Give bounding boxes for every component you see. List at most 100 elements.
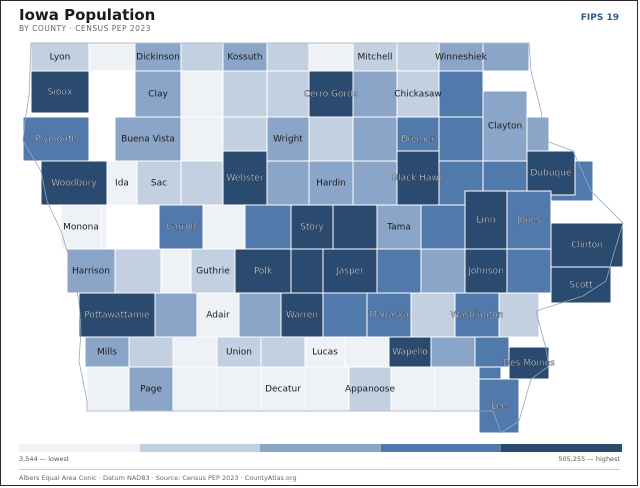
county-carroll[interactable] (158, 204, 204, 250)
county-decatur[interactable] (260, 366, 306, 412)
county-shape[interactable] (216, 366, 262, 412)
county-clayton[interactable] (482, 90, 528, 162)
county-shape[interactable] (308, 42, 354, 72)
county-shape[interactable] (128, 336, 174, 368)
county-shape[interactable] (352, 116, 398, 162)
county-shape[interactable] (266, 70, 310, 118)
county-sac[interactable] (136, 160, 182, 206)
county-label-chickasaw: Chickasaw (394, 90, 442, 100)
county-washington[interactable] (454, 292, 500, 338)
legend-bin-5 (501, 444, 622, 452)
county-warren[interactable] (280, 292, 324, 338)
county-hardin[interactable] (308, 160, 354, 206)
footer-divider (19, 469, 620, 470)
county-wapello[interactable] (388, 336, 432, 368)
county-shape[interactable] (390, 366, 436, 412)
county-mitchell[interactable] (352, 42, 398, 72)
county-woodbury[interactable] (40, 160, 108, 206)
county-clinton[interactable] (550, 222, 624, 268)
county-shape[interactable] (260, 336, 306, 368)
county-shape[interactable] (180, 116, 224, 162)
county-mahaska[interactable] (366, 292, 412, 338)
county-shape[interactable] (420, 204, 466, 250)
county-webster[interactable] (222, 150, 268, 206)
county-shape[interactable] (396, 42, 440, 72)
county-jasper[interactable] (322, 248, 378, 294)
county-shape[interactable] (202, 204, 246, 250)
county-shape[interactable] (180, 42, 224, 72)
county-shape[interactable] (430, 336, 476, 368)
county-shape[interactable] (332, 204, 378, 250)
county-sioux[interactable] (30, 70, 90, 114)
county-dickinson[interactable] (134, 42, 182, 72)
county-wright[interactable] (266, 116, 310, 162)
county-black-hawk[interactable] (396, 150, 440, 206)
county-shape[interactable] (526, 116, 550, 152)
county-shape[interactable] (410, 292, 456, 338)
county-lucas[interactable] (304, 336, 346, 368)
county-label-pottawattamie: Pottawattamie (84, 311, 150, 321)
county-label-bremer: Bremer (401, 135, 435, 145)
county-label-plymouth: Plymouth (35, 135, 77, 145)
county-page[interactable] (128, 366, 174, 412)
county-ida[interactable] (106, 160, 138, 206)
county-label-jones: Jones (516, 216, 541, 226)
county-harrison[interactable] (66, 248, 116, 294)
county-dubuque[interactable] (526, 150, 576, 196)
county-shape[interactable] (244, 204, 292, 250)
county-chickasaw[interactable] (396, 70, 440, 118)
county-shape[interactable] (376, 248, 422, 294)
county-shape[interactable] (114, 248, 162, 294)
county-shape[interactable] (304, 366, 350, 412)
county-shape[interactable] (352, 160, 398, 206)
county-shape[interactable] (308, 116, 354, 162)
county-shape[interactable] (172, 366, 218, 412)
county-cerro-gordo[interactable] (308, 70, 354, 118)
county-label-polk: Polk (254, 267, 273, 277)
county-shape[interactable] (266, 42, 310, 72)
county-buena-vista[interactable] (114, 116, 182, 162)
county-johnson[interactable] (464, 248, 508, 294)
county-pottawattamie[interactable] (78, 292, 156, 338)
county-union[interactable] (216, 336, 262, 368)
county-label-linn: Linn (477, 216, 496, 226)
legend-bin-4 (380, 444, 502, 452)
map-title: Iowa Population (19, 6, 156, 24)
county-label-jasper: Jasper (335, 267, 364, 277)
county-shape[interactable] (222, 70, 268, 118)
county-shape[interactable] (86, 366, 132, 412)
county-shape[interactable] (438, 70, 484, 118)
county-tama[interactable] (376, 204, 422, 250)
county-shape[interactable] (180, 160, 224, 206)
county-shape[interactable] (322, 292, 368, 338)
county-shape[interactable] (352, 70, 398, 118)
county-shape[interactable] (180, 70, 224, 118)
county-label-wright: Wright (273, 135, 303, 145)
county-shape[interactable] (160, 248, 192, 294)
county-shape[interactable] (154, 292, 198, 338)
county-winneshiek[interactable] (438, 42, 484, 72)
county-shape[interactable] (266, 160, 310, 206)
county-shape[interactable] (506, 248, 552, 294)
county-story[interactable] (290, 204, 334, 250)
county-shape[interactable] (88, 42, 136, 72)
county-shape[interactable] (238, 292, 282, 338)
county-kossuth[interactable] (222, 42, 268, 72)
county-shape[interactable] (482, 42, 530, 72)
county-polk[interactable] (234, 248, 292, 294)
county-shape[interactable] (420, 248, 466, 294)
county-label-tama: Tama (386, 223, 411, 233)
county-shape[interactable] (434, 366, 480, 412)
county-shape[interactable] (438, 116, 484, 162)
county-lee[interactable] (478, 378, 520, 434)
county-jones[interactable] (506, 190, 552, 250)
county-label-union: Union (226, 348, 252, 358)
county-shape[interactable] (498, 292, 540, 338)
county-label-decatur: Decatur (265, 385, 301, 395)
county-mills[interactable] (84, 336, 130, 368)
county-shape[interactable] (172, 336, 218, 368)
county-label-black-hawk: Black Hawk (392, 174, 445, 184)
county-des-moines[interactable] (508, 346, 550, 380)
county-shape[interactable] (344, 336, 390, 368)
